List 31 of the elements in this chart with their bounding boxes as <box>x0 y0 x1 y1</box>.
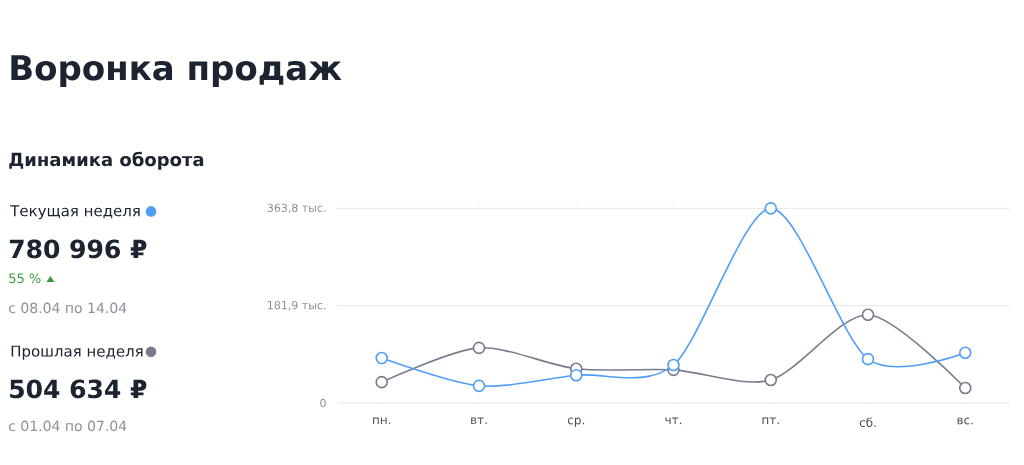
x-tick-label: чт. <box>665 417 682 425</box>
point <box>375 351 389 365</box>
text: 504 634 ₽ <box>10 379 147 399</box>
point <box>958 381 972 395</box>
point <box>764 202 778 215</box>
x-tick-label: сб. <box>859 417 876 428</box>
x-tick-label: вс. <box>957 417 973 425</box>
text: с 01.04 по 07.04 <box>8 420 127 432</box>
y-tick-label: 0 <box>320 398 326 408</box>
text: 780 996 ₽ <box>9 239 147 259</box>
chart-title: Воронка продаж <box>11 55 342 88</box>
point <box>958 346 972 360</box>
x-tick-label: пт. <box>762 417 779 425</box>
x-tick-label: ср. <box>567 417 584 427</box>
x-tick-label: вт. <box>471 417 487 425</box>
point <box>764 373 778 387</box>
text: Динамика оборота <box>9 151 204 170</box>
legend-label: Текущая неделя <box>10 205 140 220</box>
point <box>472 379 486 393</box>
text: 55 % <box>9 273 41 284</box>
point <box>861 352 875 366</box>
x-tick-label: пн. <box>373 417 391 425</box>
point <box>375 375 389 389</box>
point <box>472 341 486 355</box>
point <box>861 308 875 322</box>
legend-label: Прошлая неделя <box>11 345 143 360</box>
y-tick-label: 181,9 тыс. <box>268 300 326 311</box>
point <box>569 368 583 382</box>
text: с 08.04 по 14.04 <box>8 302 127 314</box>
y-tick-label: 363,8 тыс. <box>267 203 326 214</box>
point <box>667 358 680 372</box>
